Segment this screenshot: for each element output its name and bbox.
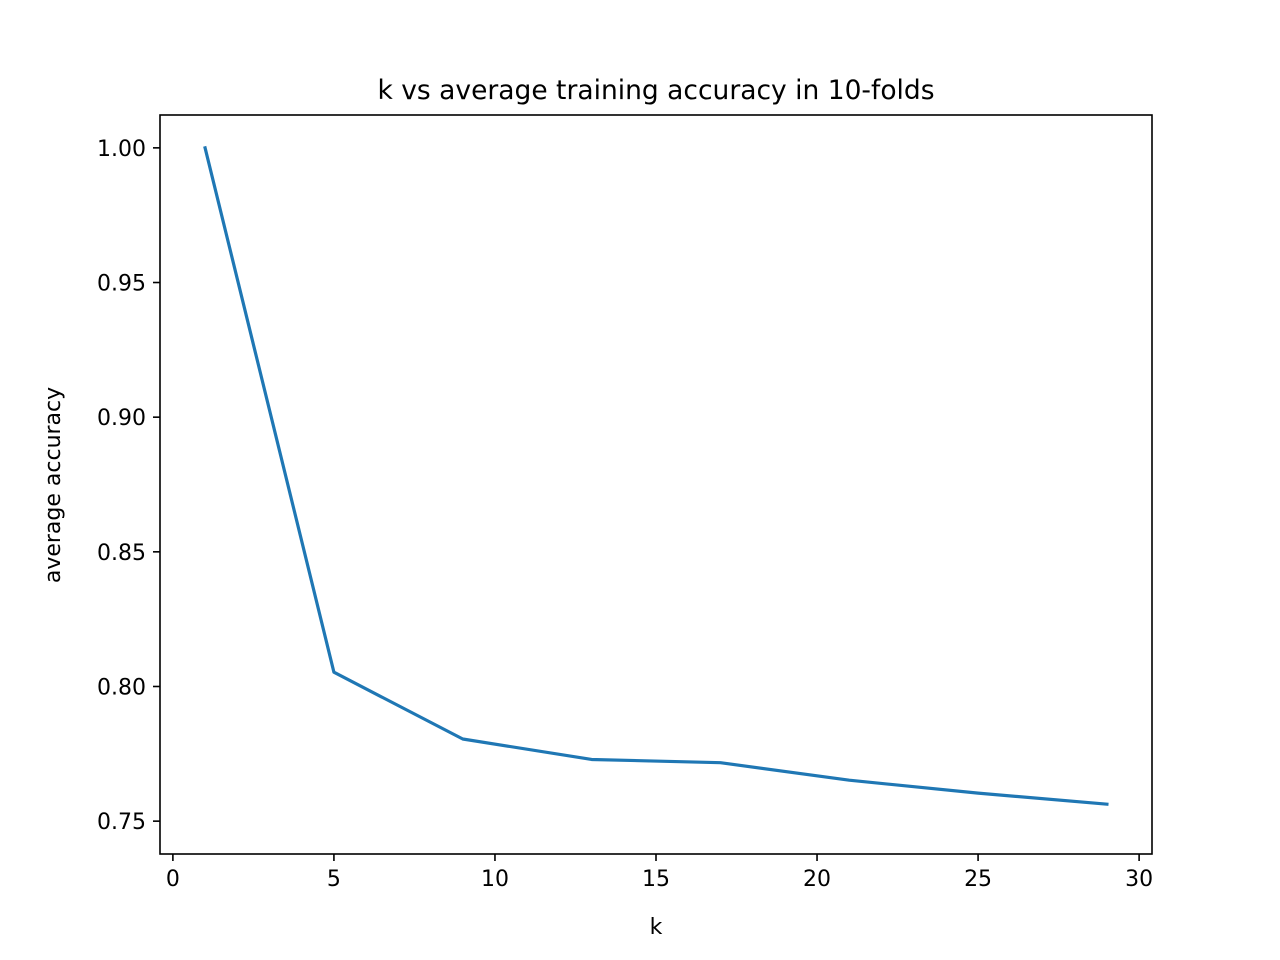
x-tick-label: 15 — [642, 867, 670, 892]
x-tick-label: 25 — [964, 867, 992, 892]
x-tick-label: 0 — [166, 867, 180, 892]
y-axis-label: average accuracy — [41, 387, 66, 583]
series-layer — [203, 145, 1109, 806]
y-tick-label: 0.95 — [97, 272, 146, 297]
x-tick-label: 10 — [481, 867, 509, 892]
x-tick-label: 20 — [803, 867, 831, 892]
x-tick-label: 30 — [1125, 867, 1153, 892]
series-line — [203, 145, 1109, 806]
y-axis: 0.75 0.80 0.85 0.90 0.95 1.00 — [97, 137, 160, 835]
y-tick-label: 1.00 — [97, 137, 146, 162]
plot-area — [160, 115, 1152, 854]
y-tick-label: 0.80 — [97, 675, 146, 700]
x-tick-label: 5 — [327, 867, 341, 892]
plot-border — [159, 114, 1153, 855]
x-axis-label: k — [650, 915, 663, 940]
x-axis: 0 5 10 15 20 25 30 — [166, 854, 1153, 892]
y-tick-label: 0.90 — [97, 406, 146, 431]
y-tick-label: 0.85 — [97, 541, 146, 566]
y-tick-label: 0.75 — [97, 810, 146, 835]
chart-title: k vs average training accuracy in 10-fol… — [377, 75, 934, 106]
